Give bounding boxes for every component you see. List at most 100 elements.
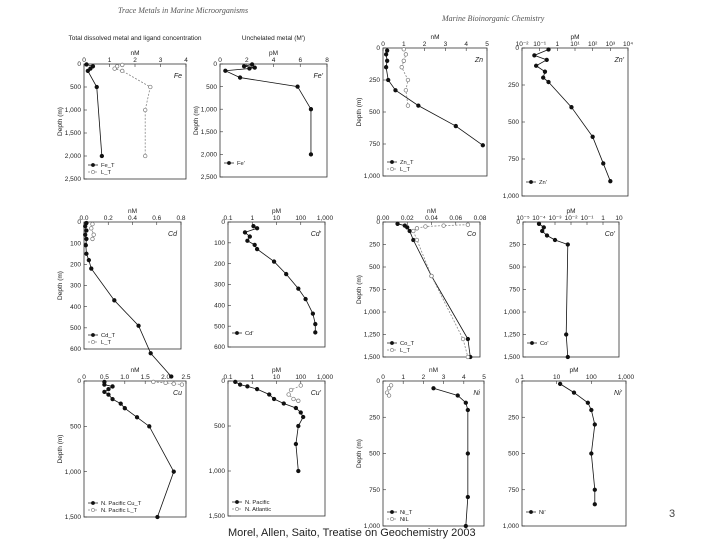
legend-label: L_T (400, 348, 410, 354)
data-point (592, 487, 597, 492)
data-point (90, 64, 96, 69)
legend-label: Fe' (237, 161, 245, 167)
data-point (308, 107, 314, 112)
chart-cu-free: 0.1 1 10 100 1,000 0 500 1,000 1,500 pM Cu' N. Paci… (209, 367, 334, 520)
data-point (441, 223, 446, 228)
data-point (303, 296, 308, 302)
data-point (249, 62, 255, 67)
data-point (112, 66, 117, 71)
chart-zn-total: 0 1 2 3 4 5 0 250 500 750 1,000 nM Depth (m) Zn Zn_TL_… (356, 34, 489, 180)
data-point (585, 400, 591, 405)
y-tick-label: 0 (376, 45, 380, 52)
data-point (251, 224, 256, 229)
data-point (544, 233, 550, 238)
data-point (557, 381, 563, 387)
data-point (589, 451, 594, 456)
x-tick-label: 0 (381, 374, 385, 381)
y-tick-label: 1,000 (503, 523, 520, 530)
x-axis-label: nM (128, 208, 137, 215)
series-line (559, 383, 596, 505)
x-tick-label: 3 (442, 374, 446, 381)
x-tick-label: 100 (295, 374, 306, 381)
x-tick-label: 3 (444, 41, 448, 48)
data-point (601, 161, 606, 166)
data-point (298, 383, 303, 388)
data-point (411, 228, 416, 234)
chart-co-free: 10⁻⁵ 10⁻⁴ 10⁻³ 10⁻² 10⁻¹ 1 10 0 250 500 750 1,000 1,… (504, 208, 623, 361)
data-point (288, 387, 294, 393)
data-point (399, 65, 404, 70)
data-point (301, 414, 306, 420)
y-tick-label: 2,500 (65, 176, 82, 183)
y-tick-label: 1,500 (504, 354, 521, 361)
data-point (384, 390, 390, 395)
data-point (179, 382, 185, 387)
data-point (242, 230, 248, 235)
y-tick-label: 0 (515, 45, 519, 52)
data-point (590, 134, 595, 139)
data-point (431, 386, 436, 391)
x-axis-label: pM (566, 208, 575, 215)
data-point (223, 68, 228, 73)
data-point (247, 234, 252, 239)
x-tick-label: 8 (325, 57, 329, 64)
x-tick-label: 10¹ (570, 41, 580, 48)
data-point (405, 225, 410, 230)
y-tick-label: 500 (214, 323, 225, 330)
data-point (544, 57, 549, 62)
data-point (106, 387, 111, 392)
data-point (291, 396, 296, 402)
metal-label: Cu (173, 390, 182, 397)
legend-marker (91, 508, 95, 512)
data-point (85, 68, 90, 74)
data-point (147, 424, 152, 429)
data-point (296, 398, 301, 403)
chart-zn-free: 10⁻² 10⁻¹ 1 10¹ 10² 10³ 10⁴ 0 250 500 750 1,000 pM Zn… (503, 34, 633, 200)
x-tick-label: 4 (272, 57, 276, 64)
y-tick-label: 500 (70, 325, 81, 332)
data-point (393, 88, 398, 93)
series-line (385, 50, 484, 146)
metal-label: Cd' (311, 231, 322, 238)
header-left: Trace Metals in Marine Microorganisms (118, 6, 249, 15)
data-point (463, 400, 468, 405)
y-axis-label: Depth (m) (356, 439, 363, 468)
data-point (533, 63, 539, 68)
data-point (148, 351, 153, 356)
legend-label: Fe_T (101, 163, 115, 169)
x-tick-label: 1 (520, 374, 524, 381)
legend-label: Ni_T (400, 510, 413, 516)
data-point (254, 226, 260, 231)
y-tick-label: 1,000 (364, 523, 381, 530)
legend-label: L_T (101, 170, 111, 176)
metal-label: Cd (168, 231, 178, 238)
x-tick-label: 2.5 (181, 374, 190, 381)
x-tick-label: 10⁻² (565, 215, 579, 222)
data-point (546, 47, 551, 52)
data-point (465, 494, 470, 500)
data-point (155, 514, 160, 520)
data-point (102, 389, 107, 395)
data-point (565, 242, 570, 247)
data-point (385, 48, 390, 53)
x-axis-label: pM (569, 367, 578, 374)
data-point (460, 336, 466, 342)
plot-area: 0.00 0.02 0.04 0.06 0.08 0 250 500 750 1,000 1,250… (356, 208, 487, 361)
data-point (386, 393, 392, 398)
x-tick-label: 0.1 (223, 374, 232, 381)
series-line (397, 223, 471, 358)
x-axis-label: nM (430, 34, 439, 41)
data-point (84, 228, 89, 233)
x-tick-label: 10 (273, 215, 281, 222)
x-tick-label: 4 (462, 374, 466, 381)
data-point (91, 232, 96, 237)
y-axis-label: Depth (m) (193, 106, 200, 135)
y-axis-label: Depth (m) (57, 107, 64, 136)
data-point (122, 406, 127, 411)
data-point (83, 243, 88, 248)
x-tick-label: 0 (82, 57, 86, 64)
y-tick-label: 1,500 (201, 129, 218, 136)
legend-marker (390, 341, 394, 345)
data-point (407, 228, 412, 234)
plot-frame (382, 47, 488, 177)
